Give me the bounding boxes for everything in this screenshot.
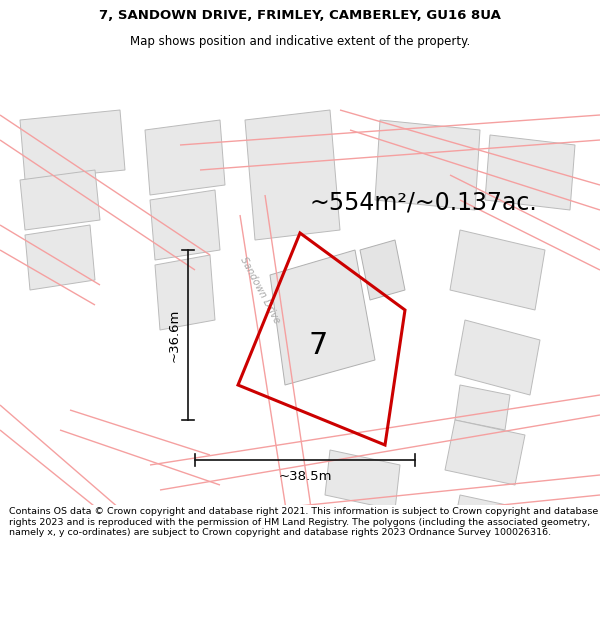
- Polygon shape: [360, 240, 405, 300]
- Text: 7, SANDOWN DRIVE, FRIMLEY, CAMBERLEY, GU16 8UA: 7, SANDOWN DRIVE, FRIMLEY, CAMBERLEY, GU…: [99, 9, 501, 22]
- Polygon shape: [20, 170, 100, 230]
- Polygon shape: [245, 110, 340, 240]
- Polygon shape: [145, 120, 225, 195]
- Polygon shape: [455, 385, 510, 430]
- Text: Contains OS data © Crown copyright and database right 2021. This information is : Contains OS data © Crown copyright and d…: [9, 508, 598, 538]
- Polygon shape: [455, 495, 530, 535]
- Polygon shape: [270, 250, 375, 385]
- Text: ~38.5m: ~38.5m: [278, 469, 332, 482]
- Text: 7: 7: [308, 331, 328, 359]
- Polygon shape: [20, 110, 125, 180]
- Polygon shape: [25, 225, 95, 290]
- Polygon shape: [455, 320, 540, 395]
- Polygon shape: [485, 135, 575, 210]
- Text: Sandown Drive: Sandown Drive: [238, 255, 282, 325]
- Text: ~36.6m: ~36.6m: [167, 308, 181, 362]
- Text: Map shows position and indicative extent of the property.: Map shows position and indicative extent…: [130, 35, 470, 48]
- Text: ~554m²/~0.137ac.: ~554m²/~0.137ac.: [310, 191, 538, 215]
- Polygon shape: [450, 230, 545, 310]
- Polygon shape: [150, 190, 220, 260]
- Polygon shape: [445, 420, 525, 485]
- Polygon shape: [155, 255, 215, 330]
- Polygon shape: [375, 120, 480, 210]
- Polygon shape: [325, 450, 400, 510]
